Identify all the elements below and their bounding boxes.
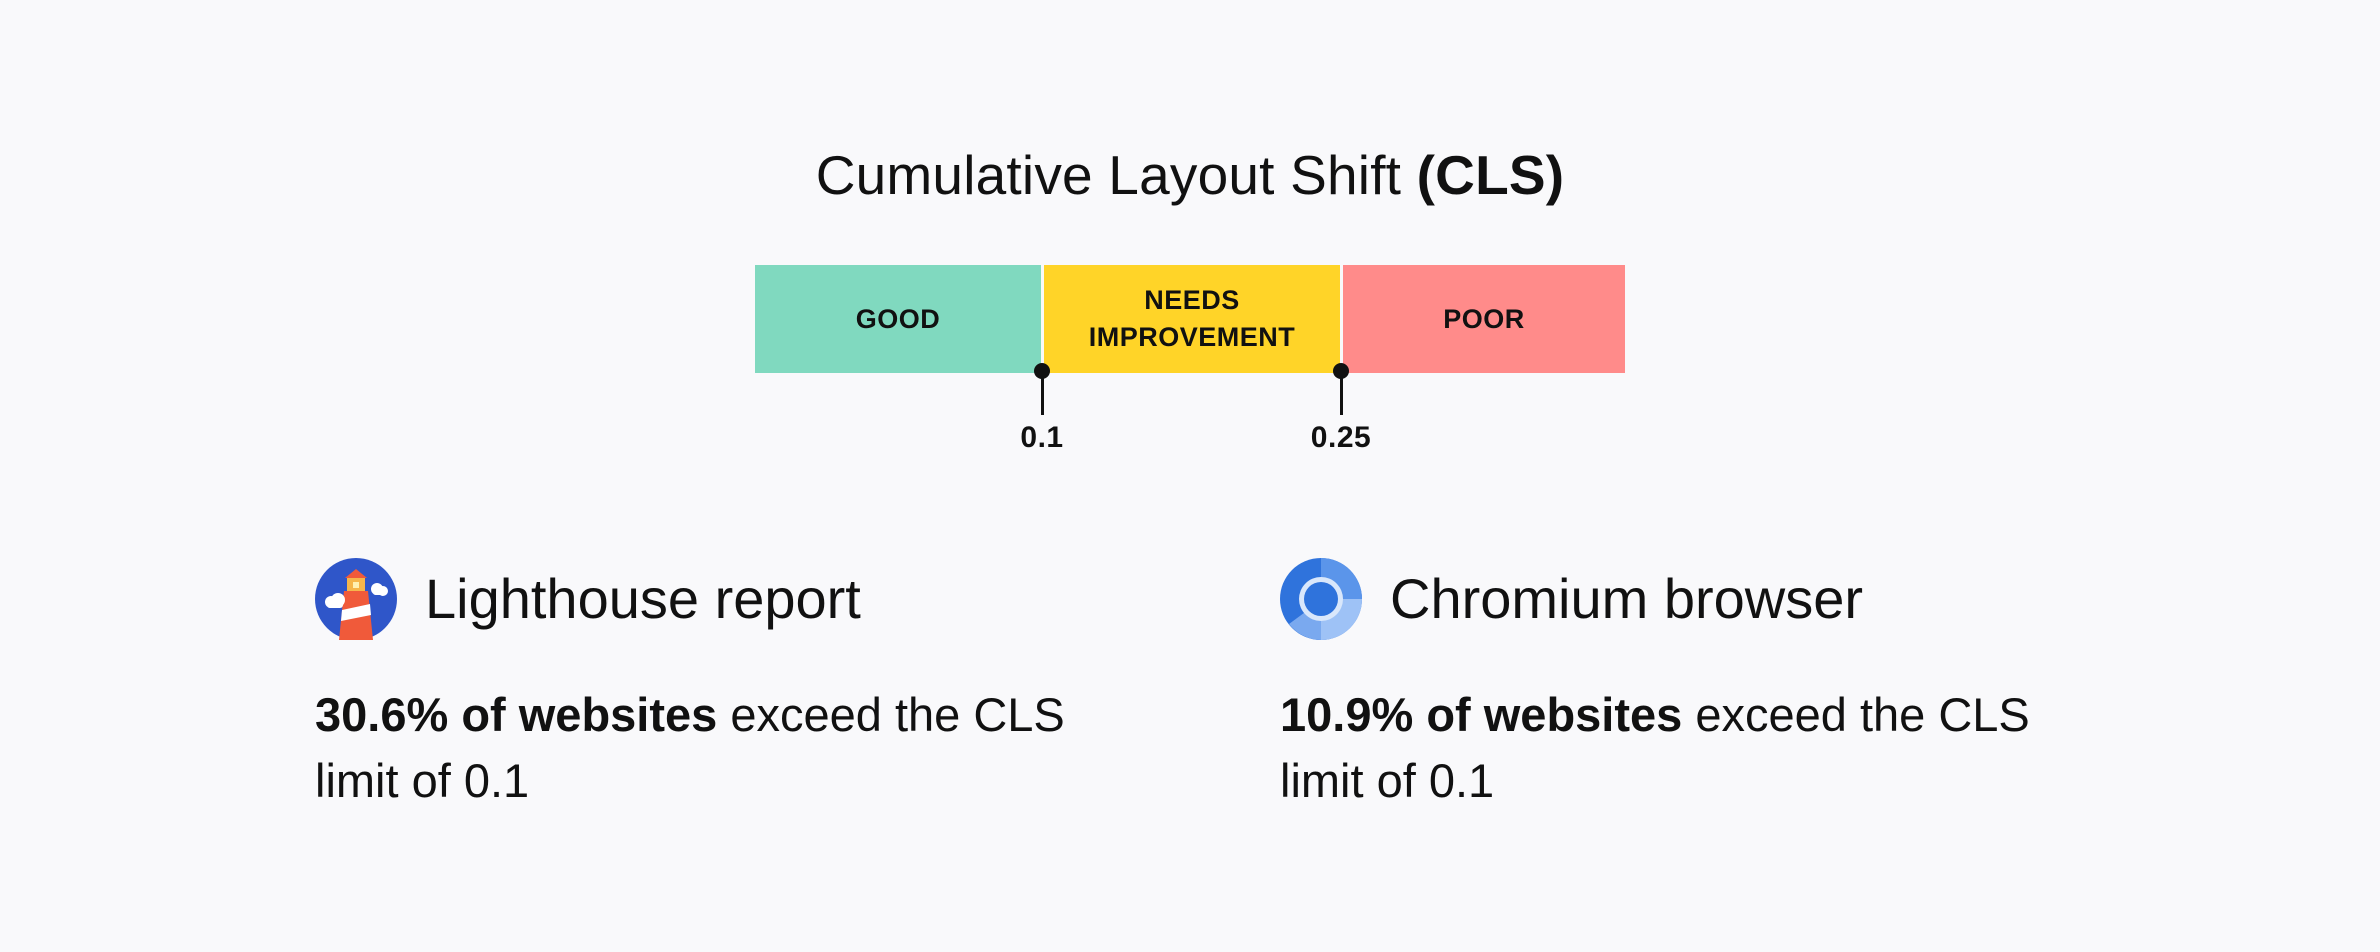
- segment-good-label: GOOD: [855, 303, 941, 334]
- chromium-icon: [1280, 558, 1362, 640]
- threshold-marker-line: [1340, 372, 1343, 415]
- segment-poor-label: POOR: [1443, 303, 1525, 334]
- chromium-stat-rest: exceed the CLS limit of 0.1: [1280, 688, 2030, 807]
- threshold-marker-dot: [1034, 363, 1050, 379]
- lighthouse-card-header: Lighthouse report: [315, 558, 1115, 640]
- lighthouse-card-title: Lighthouse report: [425, 567, 861, 630]
- segment-poor: POOR: [1343, 265, 1625, 373]
- segment-good: GOOD: [755, 265, 1041, 373]
- threshold-label: 0.1: [1020, 421, 1064, 454]
- lighthouse-card-stat: 30.6% of websites exceed the CLS limit o…: [315, 682, 1105, 814]
- segment-needs-improvement-label: NEEDS IMPROVEMENT: [1088, 285, 1296, 352]
- cls-threshold-scale: GOOD NEEDS IMPROVEMENT POOR: [755, 265, 1625, 375]
- chromium-card-title: Chromium browser: [1390, 567, 1863, 630]
- segment-needs-improvement: NEEDS IMPROVEMENT: [1044, 265, 1340, 373]
- chromium-card: Chromium browser 10.9% of websites excee…: [1280, 558, 2080, 814]
- chromium-stat-bold: 10.9% of websites: [1280, 688, 1683, 741]
- chromium-card-stat: 10.9% of websites exceed the CLS limit o…: [1280, 682, 2070, 814]
- threshold-label: 0.25: [1310, 421, 1372, 454]
- lighthouse-stat-rest: exceed the CLS limit of 0.1: [315, 688, 1065, 807]
- threshold-marker-line: [1041, 372, 1044, 415]
- chromium-card-header: Chromium browser: [1280, 558, 2080, 640]
- lighthouse-icon: [315, 558, 397, 640]
- lighthouse-stat-bold: 30.6% of websites: [315, 688, 718, 741]
- threshold-marker-dot: [1333, 363, 1349, 379]
- title-abbr: (CLS): [1416, 144, 1565, 206]
- diagram-title: Cumulative Layout Shift (CLS): [0, 140, 2380, 210]
- lighthouse-card: Lighthouse report 30.6% of websites exce…: [315, 558, 1115, 814]
- title-main: Cumulative Layout Shift: [815, 144, 1402, 206]
